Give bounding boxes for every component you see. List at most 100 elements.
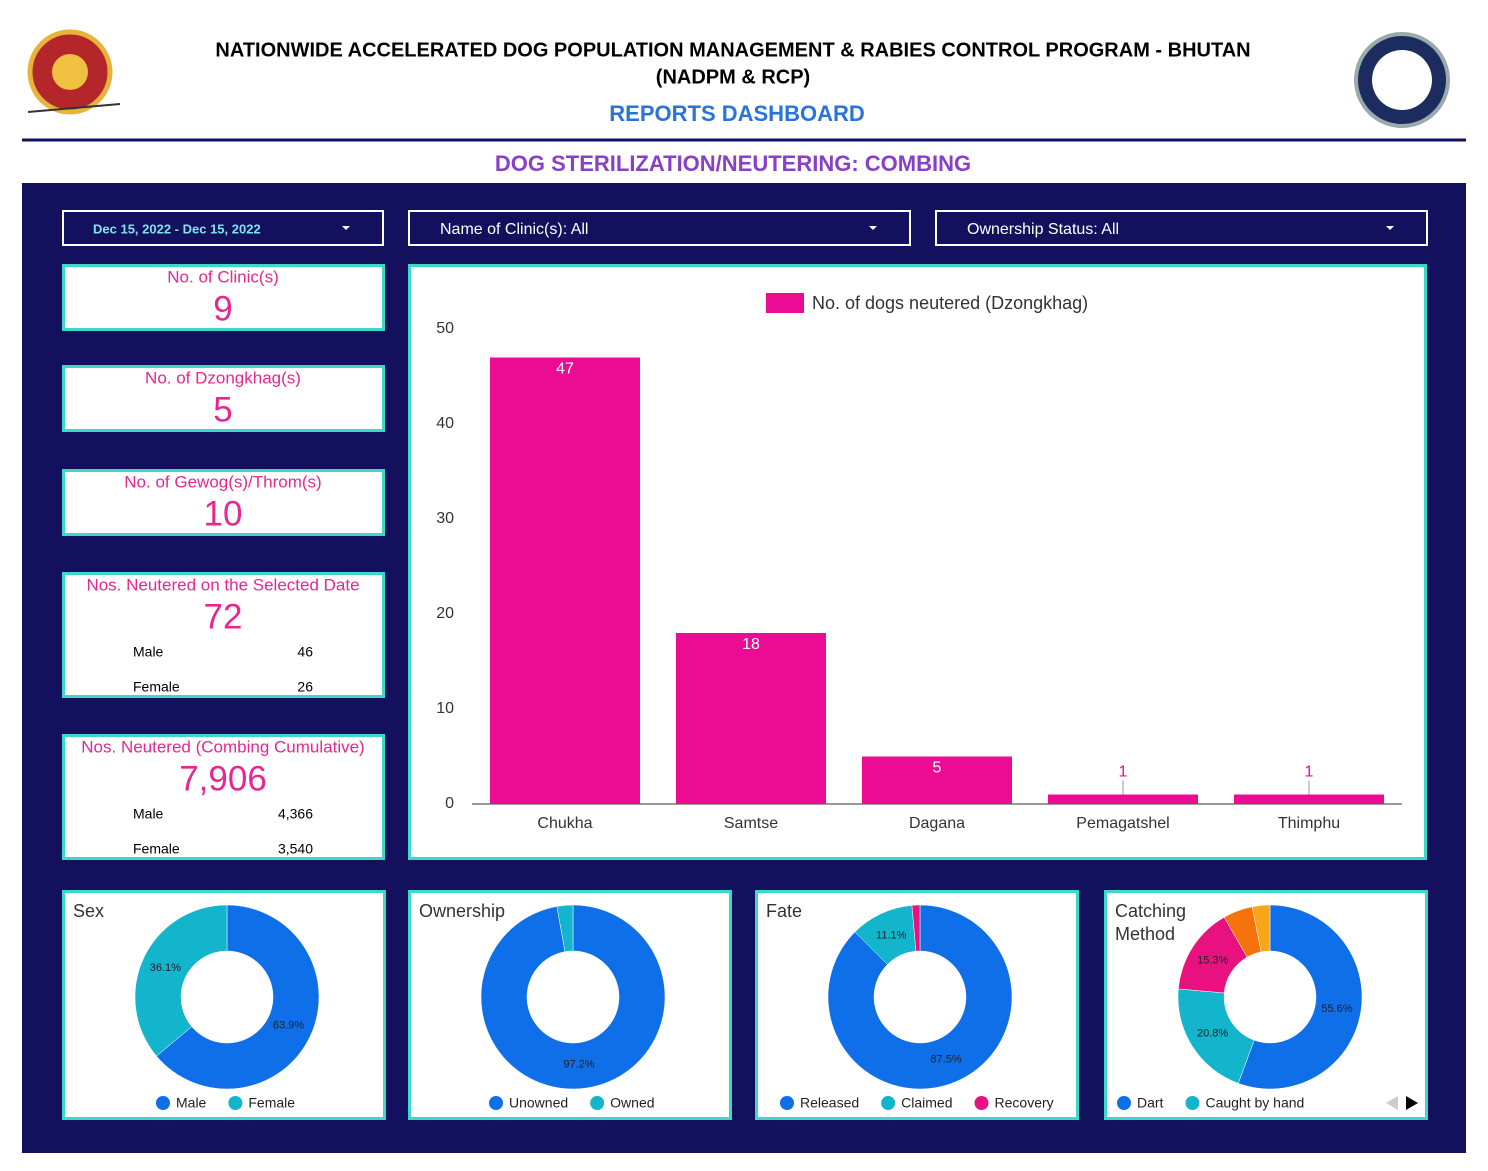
legend-dot: [489, 1096, 503, 1110]
bar: [490, 357, 640, 804]
legend-dot: [156, 1096, 170, 1110]
legend-dot: [1185, 1096, 1200, 1110]
slice-label: 87.5%: [930, 1054, 961, 1066]
kpi-card: [62, 572, 385, 698]
kpi-title: No. of Gewog(s)/Throm(s): [124, 472, 321, 491]
kpi-card: [62, 264, 385, 331]
data-label: 47: [556, 361, 574, 378]
legend-dot: [780, 1096, 794, 1110]
legend-dot: [881, 1096, 896, 1110]
filter-label: Dec 15, 2022 - Dec 15, 2022: [93, 221, 261, 236]
legend-dot: [974, 1096, 989, 1110]
kpi-value: 5: [213, 390, 232, 429]
x-tick-label: Samtse: [724, 815, 778, 832]
kpi-card: [62, 365, 385, 432]
pie-slice: [1251, 904, 1271, 953]
legend-dot: [1117, 1096, 1131, 1110]
pie-slice: [156, 904, 320, 1090]
filter-dropdown[interactable]: [935, 210, 1428, 246]
filter-label: Name of Clinic(s): All: [440, 221, 588, 238]
pie-slice: [1177, 988, 1255, 1084]
filter-dropdown[interactable]: [408, 210, 911, 246]
kpi-value: 9: [213, 289, 232, 328]
kpi-title: No. of Clinic(s): [167, 267, 278, 286]
pie-title: Sex: [73, 901, 105, 921]
slice-label: 20.8%: [1197, 1027, 1228, 1039]
data-label: 5: [933, 760, 942, 777]
kpi-row-value: 26: [297, 679, 313, 695]
kpi-row-label: Male: [133, 806, 164, 822]
legend-dot: [590, 1096, 605, 1110]
bar: [1048, 794, 1198, 804]
slice-label: 15.3%: [1197, 954, 1228, 966]
emblem-center: [52, 54, 88, 90]
kpi-value: 7,906: [179, 759, 267, 798]
legend-next[interactable]: [1406, 1096, 1418, 1110]
data-label: 1: [1119, 764, 1128, 781]
bar: [1234, 794, 1384, 804]
pie-slice: [480, 904, 666, 1090]
y-tick-label: 0: [445, 795, 454, 812]
bar: [862, 756, 1012, 804]
data-label: 1: [1305, 764, 1314, 781]
subtitle: (NADPM & RCP): [656, 66, 810, 88]
slice-label: 55.6%: [1321, 1003, 1352, 1015]
dashboard-title: REPORTS DASHBOARD: [609, 101, 864, 126]
kpi-card: [62, 469, 385, 536]
kpi-title: No. of Dzongkhag(s): [145, 368, 301, 387]
filter-dropdown[interactable]: [62, 210, 384, 246]
title: NATIONWIDE ACCELERATED DOG POPULATION MA…: [215, 39, 1250, 61]
slice-label: 63.9%: [273, 1020, 304, 1032]
y-tick-label: 50: [436, 320, 454, 337]
slice-label: 36.1%: [150, 962, 181, 974]
pie-slice: [556, 904, 574, 952]
dropdown-arrow: [342, 226, 350, 230]
kpi-row-label: Female: [133, 679, 180, 695]
program-logo-inner: [1372, 50, 1432, 110]
kpi-title: Nos. Neutered (Combing Cumulative): [81, 737, 364, 756]
dropdown-arrow: [869, 226, 877, 230]
y-tick-label: 40: [436, 415, 454, 432]
legend-label: Female: [248, 1095, 295, 1111]
kpi-value: 10: [204, 494, 243, 533]
emblem-script: [27, 103, 121, 113]
kpi-row-label: Male: [133, 644, 164, 660]
legend-label: No. of dogs neutered (Dzongkhag): [812, 293, 1088, 313]
y-tick-label: 30: [436, 510, 454, 527]
kpi-row-value: 4,366: [278, 806, 313, 822]
x-tick-label: Thimphu: [1278, 815, 1340, 832]
legend-label: Caught by hand: [1205, 1095, 1304, 1111]
x-tick-label: Chukha: [537, 815, 592, 832]
data-label: 18: [742, 636, 760, 653]
kpi-row-value: 46: [297, 644, 313, 660]
legend-dot: [228, 1096, 243, 1110]
legend-label: Released: [800, 1095, 859, 1111]
legend-label: Dart: [1137, 1095, 1164, 1111]
legend-swatch: [766, 293, 804, 313]
y-tick-label: 10: [436, 700, 454, 717]
pie-slice: [911, 904, 921, 952]
x-tick-label: Dagana: [909, 815, 965, 832]
bar: [676, 633, 826, 804]
pie-title: Catching Method: [1115, 901, 1187, 944]
pie-slice: [827, 904, 1013, 1090]
x-tick-label: Pemagatshel: [1076, 815, 1169, 832]
pie-slice: [134, 904, 228, 1057]
slice-label: 97.2%: [563, 1059, 594, 1071]
dropdown-arrow: [1386, 226, 1394, 230]
pie-title: Fate: [766, 901, 803, 921]
slice-label: 11.1%: [876, 929, 907, 941]
kpi-row-label: Female: [133, 841, 180, 857]
kpi-title: Nos. Neutered on the Selected Date: [86, 575, 359, 594]
legend-label: Claimed: [901, 1095, 952, 1111]
legend-label: Owned: [610, 1095, 654, 1111]
legend-label: Male: [176, 1095, 207, 1111]
legend-label: Recovery: [995, 1095, 1054, 1111]
legend-label: Unowned: [509, 1095, 568, 1111]
kpi-row-value: 3,540: [278, 841, 313, 857]
section-title: DOG STERILIZATION/NEUTERING: COMBING: [495, 151, 971, 176]
kpi-value: 72: [204, 597, 243, 636]
legend-prev[interactable]: [1386, 1096, 1398, 1110]
